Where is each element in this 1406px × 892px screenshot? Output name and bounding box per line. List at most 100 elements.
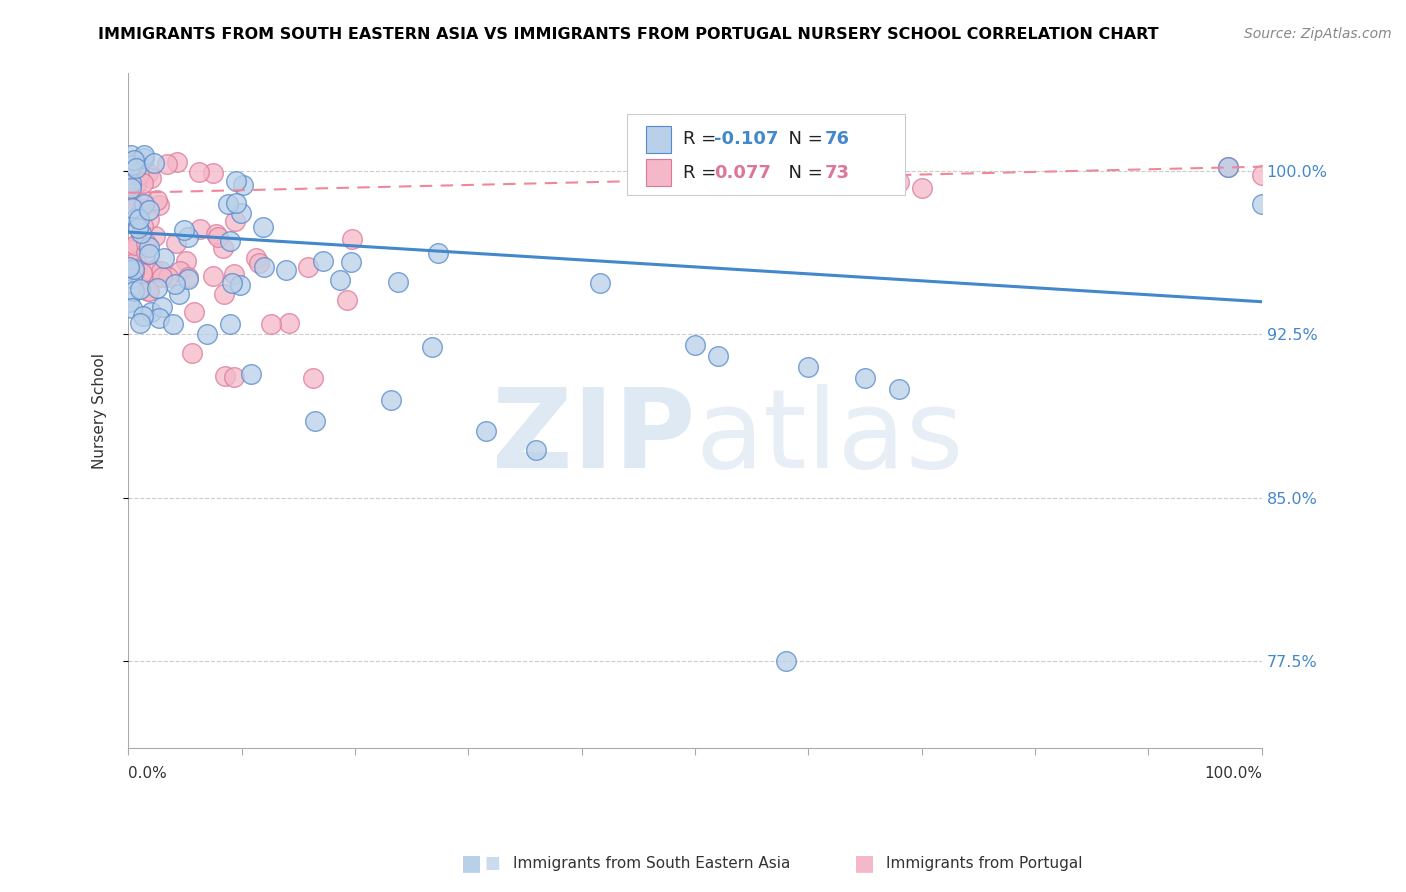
Point	[157, 270, 180, 285]
Point	[240, 367, 263, 381]
Text: 0.0%: 0.0%	[128, 766, 167, 780]
Point	[129, 282, 152, 296]
Point	[134, 147, 156, 161]
Point	[312, 254, 335, 268]
Point	[139, 305, 162, 319]
Point	[207, 230, 229, 244]
Point	[201, 166, 224, 180]
Point	[118, 248, 141, 262]
Point	[124, 262, 146, 277]
Point	[706, 349, 728, 363]
Point	[118, 154, 141, 169]
Point	[138, 240, 160, 254]
Point	[524, 442, 547, 457]
Point	[169, 264, 191, 278]
Point	[125, 211, 148, 225]
Point	[1216, 160, 1239, 174]
Point	[228, 278, 250, 293]
Text: ■: ■	[461, 854, 481, 873]
Point	[121, 176, 143, 190]
Point	[118, 186, 141, 201]
Text: N =: N =	[776, 163, 828, 182]
Point	[211, 241, 233, 255]
Text: 100.0%: 100.0%	[1204, 766, 1261, 780]
Point	[125, 177, 148, 191]
Point	[380, 392, 402, 407]
Point	[138, 166, 160, 180]
Point	[188, 222, 211, 236]
Text: N =: N =	[776, 130, 828, 148]
Point	[121, 258, 143, 272]
Point	[138, 203, 160, 218]
Point	[122, 242, 145, 256]
Point	[145, 264, 167, 278]
Text: 76: 76	[824, 130, 849, 148]
Point	[252, 220, 274, 235]
Point	[121, 301, 143, 315]
Point	[149, 264, 172, 278]
Point	[127, 235, 149, 250]
Text: -0.107: -0.107	[714, 130, 779, 148]
Text: ■: ■	[855, 854, 875, 873]
Point	[127, 256, 149, 270]
Point	[156, 156, 179, 170]
Point	[129, 316, 152, 330]
Point	[120, 181, 142, 195]
Point	[163, 277, 186, 291]
FancyBboxPatch shape	[627, 113, 904, 194]
Point	[122, 153, 145, 167]
Point	[853, 371, 876, 385]
Point	[150, 300, 173, 314]
Point	[797, 360, 820, 375]
Point	[1250, 196, 1272, 211]
Point	[165, 236, 187, 251]
Point	[183, 305, 205, 319]
Point	[132, 151, 155, 165]
Point	[387, 276, 409, 290]
Point	[232, 178, 254, 193]
Point	[125, 161, 148, 175]
Point	[221, 277, 243, 291]
Point	[122, 265, 145, 279]
Text: ■: ■	[484, 855, 501, 872]
Point	[173, 223, 195, 237]
Point	[336, 293, 359, 307]
Point	[166, 154, 188, 169]
Point	[131, 176, 153, 190]
Point	[911, 181, 934, 195]
Point	[121, 158, 143, 172]
Point	[143, 229, 166, 244]
Point	[121, 271, 143, 285]
Point	[135, 245, 157, 260]
Point	[148, 197, 170, 211]
Text: Source: ZipAtlas.com: Source: ZipAtlas.com	[1244, 27, 1392, 41]
Point	[153, 251, 176, 265]
Point	[120, 148, 142, 162]
Text: IMMIGRANTS FROM SOUTH EASTERN ASIA VS IMMIGRANTS FROM PORTUGAL NURSERY SCHOOL CO: IMMIGRANTS FROM SOUTH EASTERN ASIA VS IM…	[98, 27, 1159, 42]
Point	[683, 338, 706, 352]
Point	[145, 193, 167, 207]
Point	[128, 212, 150, 227]
FancyBboxPatch shape	[647, 159, 671, 186]
Point	[224, 370, 246, 384]
Point	[131, 266, 153, 280]
Point	[138, 284, 160, 298]
Point	[128, 168, 150, 182]
Point	[136, 284, 159, 298]
Point	[218, 317, 240, 331]
Point	[475, 425, 498, 439]
Text: R =: R =	[682, 130, 721, 148]
Point	[212, 286, 235, 301]
Point	[135, 236, 157, 251]
Point	[217, 197, 239, 211]
Point	[1216, 160, 1239, 174]
Y-axis label: Nursery School: Nursery School	[93, 352, 107, 468]
Point	[297, 260, 319, 274]
Point	[162, 317, 184, 331]
Point	[180, 346, 202, 360]
Point	[152, 269, 174, 284]
Point	[225, 174, 247, 188]
Text: atlas: atlas	[695, 384, 963, 491]
Point	[143, 156, 166, 170]
Point	[118, 263, 141, 277]
